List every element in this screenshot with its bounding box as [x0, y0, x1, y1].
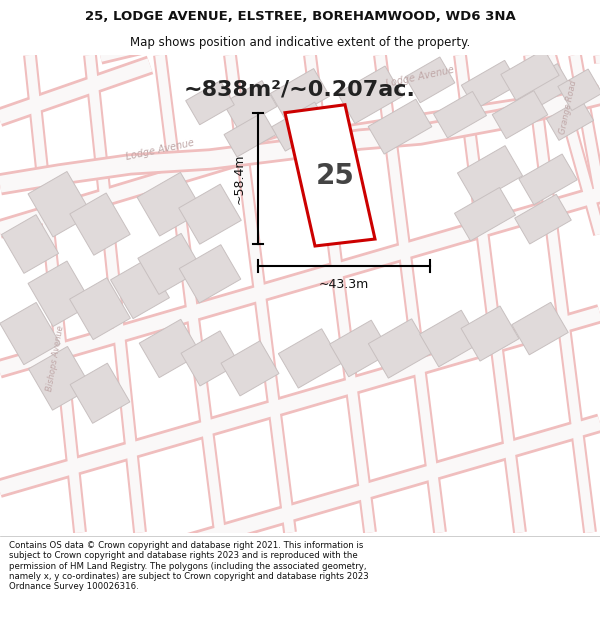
Polygon shape	[518, 64, 571, 110]
Text: ~838m²/~0.207ac.: ~838m²/~0.207ac.	[184, 80, 416, 100]
Polygon shape	[512, 302, 568, 355]
Text: ~43.3m: ~43.3m	[319, 278, 369, 291]
Polygon shape	[137, 173, 203, 236]
Polygon shape	[501, 49, 559, 100]
Polygon shape	[405, 57, 455, 102]
Polygon shape	[519, 154, 577, 205]
Polygon shape	[29, 346, 91, 410]
Text: Lodge Avenue: Lodge Avenue	[385, 65, 455, 89]
Polygon shape	[224, 112, 276, 157]
Polygon shape	[139, 319, 201, 378]
Polygon shape	[185, 81, 235, 125]
Polygon shape	[420, 310, 480, 367]
Polygon shape	[457, 146, 523, 203]
Polygon shape	[110, 259, 169, 319]
Polygon shape	[70, 278, 130, 339]
Polygon shape	[138, 233, 202, 294]
Polygon shape	[461, 306, 519, 361]
Polygon shape	[1, 214, 59, 273]
Text: Lodge Avenue: Lodge Avenue	[125, 138, 195, 162]
Polygon shape	[221, 341, 279, 396]
Text: Bishops Avenue: Bishops Avenue	[45, 325, 65, 392]
Polygon shape	[223, 81, 277, 129]
Text: 25, LODGE AVENUE, ELSTREE, BOREHAMWOOD, WD6 3NA: 25, LODGE AVENUE, ELSTREE, BOREHAMWOOD, …	[85, 10, 515, 23]
Polygon shape	[461, 61, 518, 109]
Polygon shape	[330, 320, 390, 377]
Polygon shape	[558, 69, 600, 111]
Polygon shape	[0, 302, 60, 364]
Polygon shape	[368, 319, 431, 378]
Polygon shape	[28, 261, 92, 326]
Polygon shape	[271, 69, 329, 121]
Text: Contains OS data © Crown copyright and database right 2021. This information is
: Contains OS data © Crown copyright and d…	[9, 541, 369, 591]
Polygon shape	[179, 184, 241, 244]
Text: Map shows position and indicative extent of the property.: Map shows position and indicative extent…	[130, 36, 470, 49]
Polygon shape	[28, 171, 92, 237]
Polygon shape	[492, 91, 548, 139]
Polygon shape	[515, 194, 571, 244]
Text: ~58.4m: ~58.4m	[233, 153, 246, 204]
Polygon shape	[70, 193, 130, 255]
Polygon shape	[454, 188, 515, 241]
Text: Grange Road: Grange Road	[558, 79, 578, 134]
Polygon shape	[70, 363, 130, 423]
Polygon shape	[434, 91, 487, 138]
Polygon shape	[271, 102, 329, 151]
Polygon shape	[337, 66, 403, 124]
Polygon shape	[368, 99, 432, 154]
Polygon shape	[285, 105, 375, 246]
Text: 25: 25	[316, 162, 355, 191]
Polygon shape	[547, 99, 593, 141]
Polygon shape	[181, 331, 239, 386]
Polygon shape	[278, 329, 341, 388]
Polygon shape	[179, 244, 241, 303]
